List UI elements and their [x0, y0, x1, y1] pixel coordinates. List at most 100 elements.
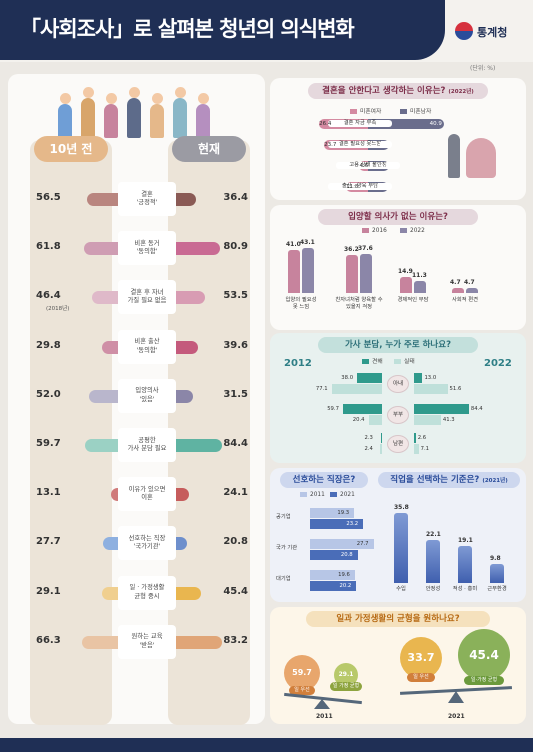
- groom-illustration: [448, 134, 460, 178]
- person-figure: [173, 98, 187, 138]
- reason-label: 사회적 편견: [451, 297, 479, 303]
- value-2012-real: 2.4: [364, 446, 373, 452]
- bar-2021: [310, 581, 357, 591]
- value-past: 56.5: [36, 192, 61, 203]
- reason-label: 입양의 필요성 못 느낌: [285, 297, 317, 310]
- reason-label: 결혼 자금 부족: [328, 120, 392, 127]
- value-past: 59.7: [36, 438, 61, 449]
- bar-past: [102, 537, 122, 551]
- bar-2022: [466, 288, 478, 293]
- bar-2022-real: [414, 415, 441, 425]
- row-label: 이유가 있으면 이혼: [118, 477, 176, 512]
- marriage-title-text: 결혼을 안한다고 생각하는 이유는?: [322, 86, 446, 96]
- housework-year-right: 2022: [484, 358, 512, 369]
- value-2022-real: 41.3: [442, 417, 455, 423]
- marriage-panel: 결혼을 안한다고 생각하는 이유는? (2022년) 미혼여자 미혼남자 결혼 …: [270, 78, 526, 200]
- criteria-title-text: 직업을 선택하는 기준은?: [390, 475, 480, 485]
- value-2012-real: 77.1: [315, 386, 328, 392]
- bar-2016: [400, 277, 412, 293]
- bar-2022: [414, 281, 426, 293]
- row-label: 결혼 후 자녀 가질 필요 없음: [118, 280, 176, 315]
- criteria-value: 35.8: [394, 504, 409, 512]
- bar-2011: [310, 508, 355, 518]
- bubble-2021-balance: 45.4: [458, 629, 510, 681]
- bar-present: [172, 291, 206, 305]
- bar-past: [86, 193, 122, 206]
- row-label: 비혼 출산 '동의함': [118, 329, 176, 364]
- value-male: 10.6: [373, 184, 386, 190]
- workplace-title: 선호하는 직장은?: [280, 472, 368, 488]
- value-female: 26.4: [319, 121, 332, 127]
- person-figure: [127, 98, 141, 138]
- bar-past: [84, 242, 122, 256]
- page-title: 「사회조사」로 살펴본 청년의 의식변화: [20, 17, 355, 41]
- bar-2011: [310, 539, 374, 549]
- value-2011: 27.7: [356, 541, 369, 547]
- criteria-bar: [394, 513, 408, 583]
- criteria-bar: [426, 539, 440, 583]
- bar-2016: [346, 254, 358, 293]
- value-present: 31.5: [223, 388, 248, 400]
- bar-2012-view: [343, 404, 382, 414]
- value-2011: 19.3: [337, 510, 350, 516]
- value-past: 29.8: [36, 339, 61, 351]
- criteria-label: 수입: [396, 586, 406, 592]
- bar-past: [101, 586, 122, 600]
- value-2022: 43.1: [300, 238, 315, 246]
- value-male: 40.9: [429, 121, 442, 127]
- value-past: 46.4: [36, 290, 61, 302]
- bar-2022-real: [414, 444, 419, 454]
- column-header-past: 10년 전: [34, 136, 108, 162]
- value-past-note: (2018년): [46, 306, 70, 313]
- bubble-2011-work: 59.7: [284, 655, 320, 691]
- comparison-row: 입양의사 '있음' 52.0 31.5: [8, 378, 265, 413]
- bar-past: [92, 291, 122, 305]
- scale-base-2021: [448, 691, 464, 703]
- role-label: 아내: [387, 375, 409, 393]
- title-bar: [0, 0, 445, 60]
- marriage-title: 결혼을 안한다고 생각하는 이유는? (2022년): [308, 83, 488, 99]
- person-figure: [58, 104, 72, 138]
- comparison-row: 일 · 가정생활 균형 중시 29.1 45.4: [8, 575, 265, 610]
- row-label: 공평한 가사 분담 필요: [118, 428, 176, 462]
- criteria-label: 안정성: [425, 586, 441, 592]
- housework-legend-view: 견해: [362, 356, 383, 365]
- bar-2022: [360, 253, 372, 293]
- person-head: [128, 87, 140, 98]
- value-2022-real: 51.6: [449, 386, 462, 392]
- org-name: 통계청: [477, 26, 508, 39]
- bar-present: [172, 242, 221, 256]
- value-2022: 4.7: [464, 279, 475, 287]
- workplace-label: 대기업: [276, 576, 291, 582]
- criteria-title: 직업을 선택하는 기준은? (2021년): [378, 472, 520, 488]
- bar-2016: [452, 288, 464, 293]
- comparison-row: 비혼 동거 '동의함' 61.8 80.9: [8, 231, 265, 266]
- workplace-label: 국가 기관: [276, 545, 298, 551]
- housework-legend-real: 실태: [394, 356, 415, 365]
- person-head: [151, 93, 163, 104]
- value-2022-view: 13.0: [424, 375, 437, 381]
- value-2016: 41.0: [286, 240, 301, 248]
- bar-2012-view: [357, 373, 382, 383]
- bride-illustration: [466, 138, 496, 178]
- bar-present: [172, 586, 201, 600]
- row-label: 결혼 '긍정적': [118, 182, 176, 216]
- bar-2022: [302, 247, 314, 293]
- value-past: 52.0: [36, 388, 61, 400]
- criteria-title-note: (2021년): [482, 478, 508, 484]
- value-present: 80.9: [223, 241, 248, 253]
- value-2011: 19.6: [338, 572, 350, 578]
- value-past: 66.3: [36, 634, 61, 646]
- value-present: 84.4: [223, 438, 248, 449]
- tag-2021-work: 일 우선: [407, 673, 435, 682]
- value-female: 11.8: [346, 184, 359, 190]
- criteria-label: 적성 · 흥미: [452, 586, 478, 592]
- row-label: 원하는 교육 '받음': [118, 624, 176, 659]
- reason-label: 결혼 필요성 못느낌: [328, 141, 392, 148]
- bar-2012-real: [368, 415, 382, 425]
- role-label: 남편: [387, 435, 409, 453]
- person-head: [59, 93, 71, 104]
- balance-panel: 일과 가정생활의 균형을 원하나요? 59.7 29.1 일 우선 일 가정 균형 20…: [270, 607, 526, 724]
- bar-present: [172, 439, 223, 452]
- adoption-panel: 입양할 의사가 없는 이유는? 2016 2022 41.0 43.1 입양의 필요…: [270, 205, 526, 330]
